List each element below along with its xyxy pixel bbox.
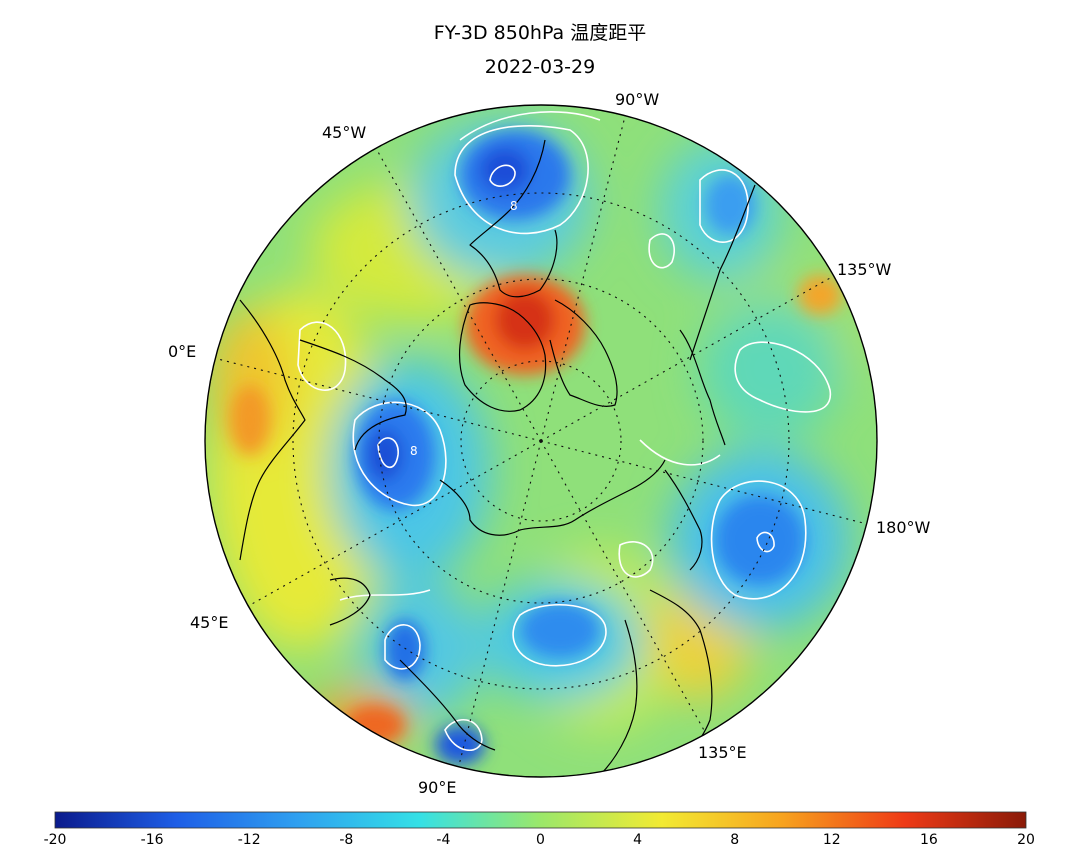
lon-label-135w: 135°W [837, 260, 892, 279]
anomaly-field [205, 105, 877, 777]
colorbar-tick-label: -20 [43, 832, 67, 848]
colorbar-tick-label: -4 [436, 832, 451, 848]
contour-lines [297, 111, 831, 752]
colorbar-tick-label: -16 [140, 832, 164, 848]
chart-title: FY-3D 850hPa 温度距平 [433, 22, 647, 44]
colorbar-tick-label: -8 [339, 832, 354, 848]
coastlines [239, 139, 756, 776]
colorbar-tick-label: 20 [1017, 832, 1035, 848]
colorbar-tick-label: 8 [730, 832, 740, 848]
colorbar-tick-label: 12 [822, 832, 841, 848]
lon-label-135e: 135°E [698, 743, 747, 762]
colorbar-tick-label: 4 [633, 832, 643, 848]
lon-label-0e: 0°E [168, 342, 197, 361]
lon-label-90w: 90°W [615, 90, 660, 109]
map-boundary [204, 104, 878, 778]
lon-label-45e: 45°E [190, 613, 229, 632]
chart-date: 2022-03-29 [484, 56, 596, 78]
lon-label-90e: 90°E [418, 778, 457, 797]
colorbar-tick-label: 0 [536, 832, 545, 848]
colorbar-tick-label: 16 [919, 832, 938, 848]
graticule [205, 105, 877, 777]
colorbar-ramp [54, 811, 1027, 829]
contour-label: 8 [410, 444, 418, 458]
contour-label: 8 [510, 199, 518, 213]
colorbar-tick-label: -12 [237, 832, 261, 848]
lon-label-45w: 45°W [322, 123, 367, 142]
lon-label-180w: 180°W [876, 518, 931, 537]
